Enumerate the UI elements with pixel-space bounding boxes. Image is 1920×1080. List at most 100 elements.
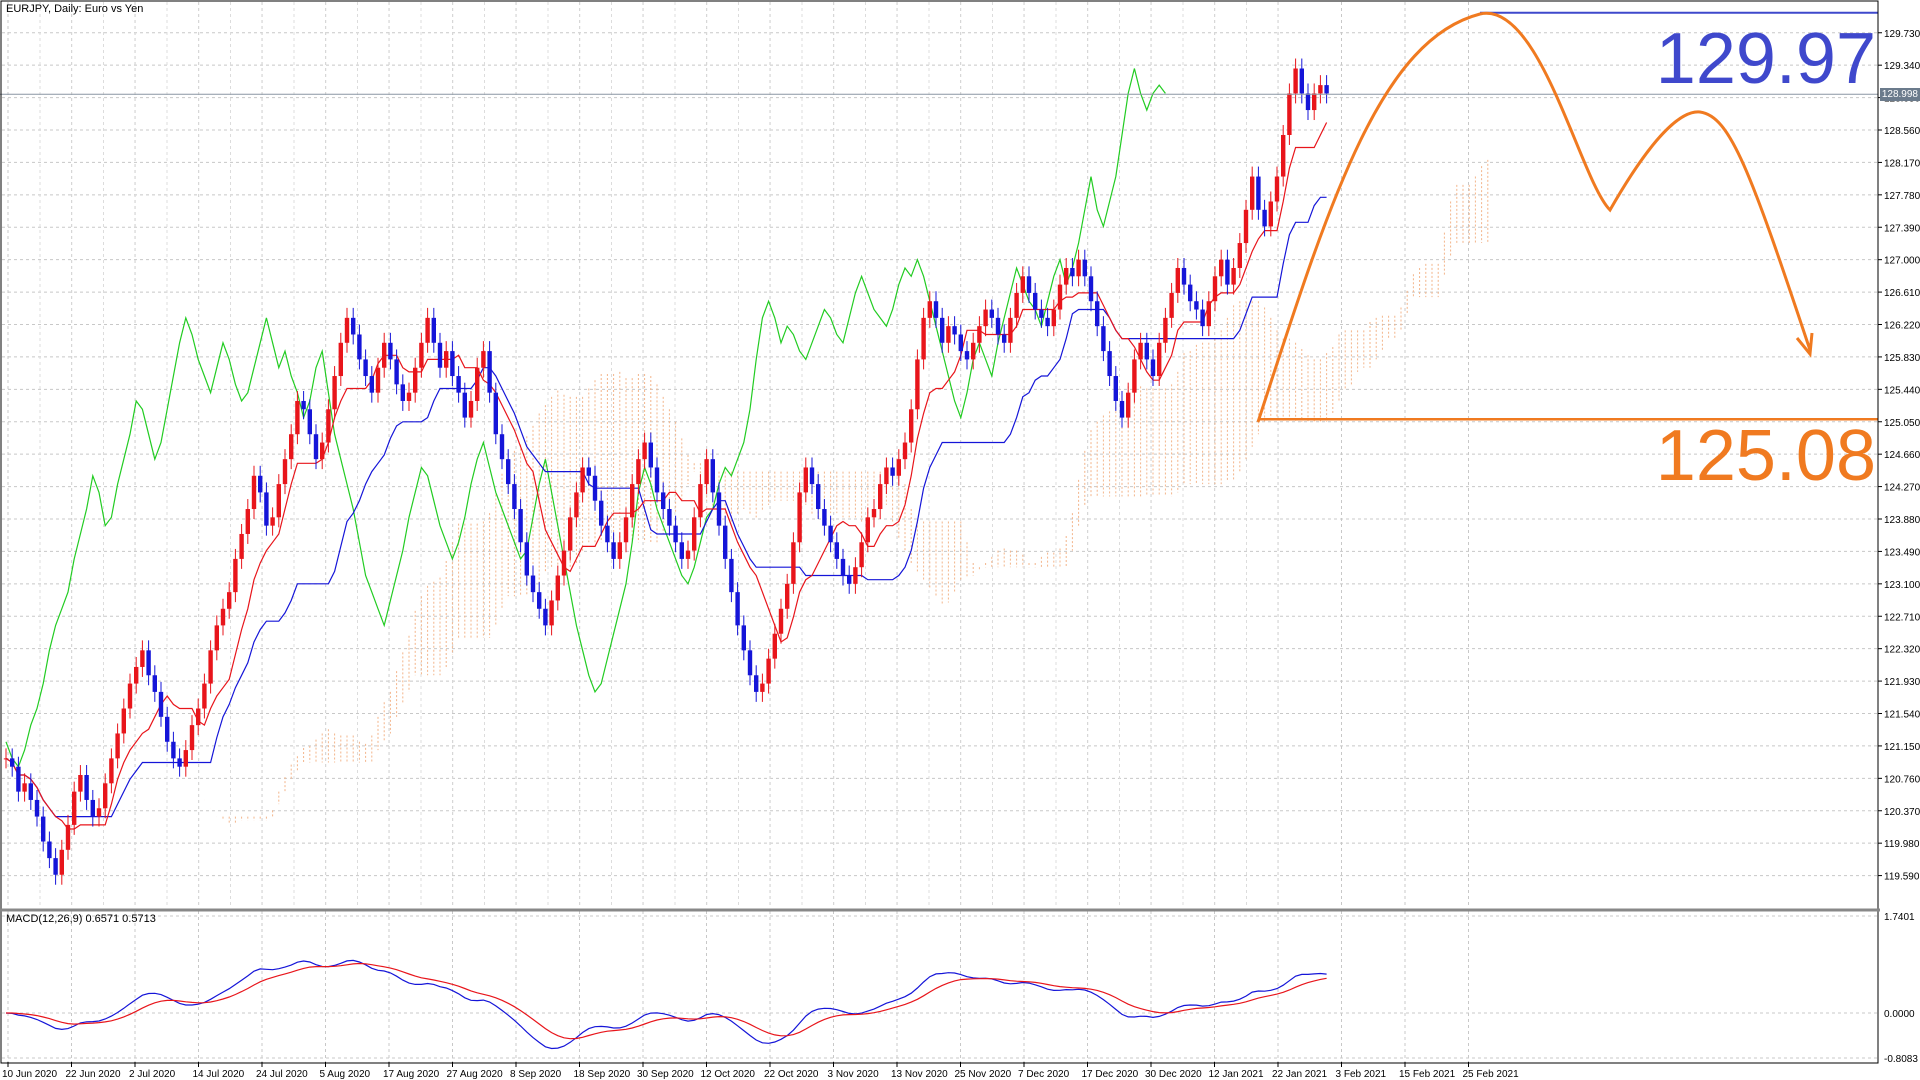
x-tick-label: 30 Sep 2020 xyxy=(637,1069,694,1080)
candle-body xyxy=(239,533,244,559)
candle-body xyxy=(785,583,790,609)
candle-body xyxy=(499,434,505,460)
candle-body xyxy=(1219,259,1224,277)
x-tick-label: 12 Jan 2021 xyxy=(1209,1069,1264,1080)
candle-body xyxy=(1039,309,1044,318)
candle-body xyxy=(983,309,988,327)
candle-body xyxy=(183,750,188,767)
candle-body xyxy=(1064,267,1069,285)
kijun-line xyxy=(5,196,1327,818)
candle-body xyxy=(400,384,405,401)
candle-body xyxy=(1132,359,1137,393)
y-tick-label: 127.390 xyxy=(1884,223,1920,234)
candle-body xyxy=(1324,85,1329,94)
candle-body xyxy=(537,592,542,609)
candle-body xyxy=(1119,400,1125,418)
candle-body xyxy=(1181,267,1187,285)
candle-body xyxy=(1020,276,1025,293)
candle-body xyxy=(989,309,994,318)
candle-body xyxy=(96,808,102,817)
candle-body xyxy=(78,775,83,792)
candle-body xyxy=(1138,342,1143,360)
y-tick-label: 119.590 xyxy=(1884,872,1920,883)
candle-body xyxy=(1126,392,1131,418)
candle-body xyxy=(1287,93,1292,135)
candle-body xyxy=(729,558,734,593)
candle-body xyxy=(859,542,864,568)
candle-body xyxy=(543,608,548,626)
y-tick-label: 125.050 xyxy=(1884,418,1920,429)
y-tick-label: 122.320 xyxy=(1884,645,1920,656)
candle-body xyxy=(834,542,839,559)
candle-body xyxy=(22,783,27,792)
candle-body xyxy=(654,467,660,493)
candle-body xyxy=(884,467,889,485)
candle-body xyxy=(1212,276,1218,302)
macd-panel: 1.7401 0.0000 -0.8083 xyxy=(2,912,1918,1065)
candle-body xyxy=(289,434,294,460)
candle-body xyxy=(1150,359,1156,377)
candle-body xyxy=(667,509,672,526)
candle-body xyxy=(10,758,15,767)
macd-tick-label: -0.8083 xyxy=(1884,1054,1918,1065)
x-tick-label: 12 Oct 2020 xyxy=(701,1069,756,1080)
candle-body xyxy=(723,525,728,559)
candle-body xyxy=(127,683,133,709)
candlesticks xyxy=(3,58,1329,885)
candle-body xyxy=(332,376,337,410)
grid-lines xyxy=(2,2,1878,1062)
candle-body xyxy=(103,783,108,809)
candle-body xyxy=(1088,276,1094,302)
current-price-tag: 128.998 xyxy=(1879,88,1920,101)
candle-body xyxy=(487,351,492,393)
candle-body xyxy=(1281,134,1286,177)
candle-body xyxy=(1095,301,1100,327)
candle-body xyxy=(921,317,926,360)
candle-body xyxy=(754,675,759,692)
candle-body xyxy=(1237,243,1242,268)
candle-body xyxy=(1014,292,1019,318)
y-tick-label: 120.370 xyxy=(1884,807,1920,818)
candle-body xyxy=(896,459,901,476)
candle-body xyxy=(1175,267,1180,293)
candle-body xyxy=(524,542,529,576)
x-tick-label: 8 Sep 2020 xyxy=(510,1069,562,1080)
candle-body xyxy=(971,342,976,360)
candle-body xyxy=(363,359,368,377)
candle-body xyxy=(1299,68,1304,94)
y-tick-label: 125.830 xyxy=(1884,353,1920,364)
candle-body xyxy=(1293,68,1298,94)
candle-body xyxy=(468,400,474,418)
candle-body xyxy=(878,484,883,510)
x-tick-label: 15 Feb 2021 xyxy=(1399,1069,1456,1080)
x-tick-label: 13 Nov 2020 xyxy=(891,1069,948,1080)
candle-body xyxy=(375,367,381,393)
candle-body xyxy=(450,351,455,377)
x-tick-label: 27 Aug 2020 xyxy=(447,1069,504,1080)
candle-body xyxy=(530,575,536,593)
candle-body xyxy=(977,326,982,343)
candle-body xyxy=(282,459,288,485)
candle-body xyxy=(692,517,697,551)
candle-body xyxy=(140,650,145,667)
macd-label: MACD(12,26,9) 0.6571 0.5713 xyxy=(6,913,156,925)
candle-body xyxy=(270,517,275,526)
candle-body xyxy=(65,824,71,850)
high-price-label: 129.97 xyxy=(1655,19,1876,99)
candle-body xyxy=(481,351,486,368)
candle-body xyxy=(518,509,523,543)
candle-body xyxy=(208,650,213,684)
y-tick-label: 121.930 xyxy=(1884,677,1920,688)
indicator-lines xyxy=(5,68,1328,830)
candle-body xyxy=(704,459,709,485)
candle-body xyxy=(227,592,232,609)
y-tick-label: 129.340 xyxy=(1884,61,1920,72)
y-tick-label: 124.270 xyxy=(1884,483,1920,494)
candle-body xyxy=(933,301,939,318)
candle-body xyxy=(1188,284,1193,302)
pattern-annotations xyxy=(0,11,1878,423)
candle-body xyxy=(952,326,957,335)
candle-body xyxy=(444,351,449,368)
candle-body xyxy=(915,359,920,410)
